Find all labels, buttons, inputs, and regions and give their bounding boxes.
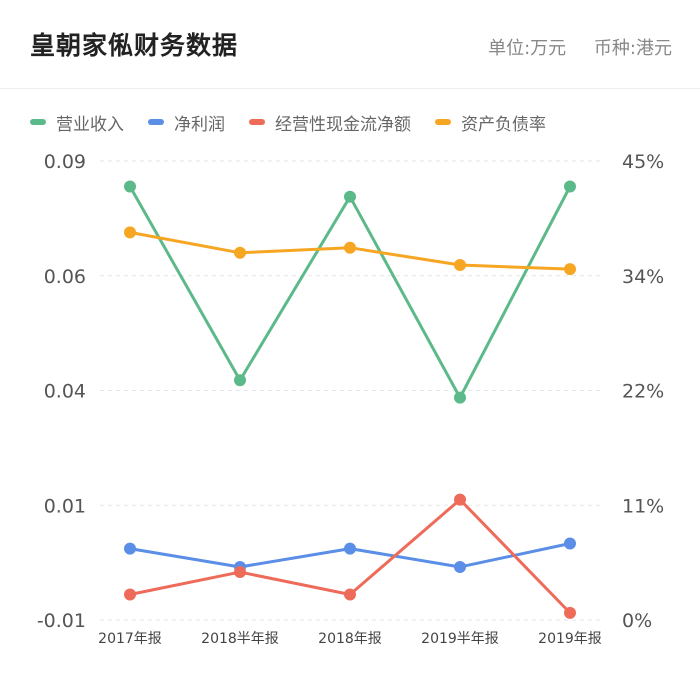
legend-label: 净利润 bbox=[174, 114, 225, 135]
data-point bbox=[454, 560, 466, 573]
x-tick-label: 2019年报 bbox=[538, 631, 602, 647]
page-title: 皇朝家俬财务数据 bbox=[30, 31, 239, 60]
data-point bbox=[124, 226, 136, 239]
data-point bbox=[124, 542, 136, 555]
legend-label: 资产负债率 bbox=[461, 114, 546, 135]
legend-swatch bbox=[249, 119, 265, 125]
y-right-tick-label: 22% bbox=[622, 381, 664, 403]
legend-swatch bbox=[435, 119, 451, 125]
currency-label: 币种:港元 bbox=[593, 38, 672, 59]
unit-label: 单位:万元 bbox=[488, 38, 567, 59]
legend-swatch bbox=[30, 119, 46, 125]
y-right-tick-label: 34% bbox=[622, 266, 664, 288]
y-left-tick-label: -0.01 bbox=[37, 610, 86, 632]
data-point bbox=[564, 606, 576, 619]
legend-item[interactable]: 净利润 bbox=[148, 110, 225, 135]
y-right-tick-label: 0% bbox=[622, 610, 652, 632]
x-tick-label: 2018年报 bbox=[318, 631, 382, 647]
header: 皇朝家俬财务数据 单位:万元 币种:港元 bbox=[0, 0, 700, 89]
data-point bbox=[234, 374, 246, 387]
legend-item[interactable]: 经营性现金流净额 bbox=[249, 110, 411, 135]
data-point bbox=[344, 542, 356, 555]
x-tick-label: 2019半年报 bbox=[421, 631, 499, 647]
data-point bbox=[344, 190, 356, 203]
data-point bbox=[234, 246, 246, 259]
data-point bbox=[454, 493, 466, 506]
data-point bbox=[564, 180, 576, 193]
data-point bbox=[124, 180, 136, 193]
legend-item[interactable]: 资产负债率 bbox=[435, 110, 546, 135]
legend-swatch bbox=[148, 119, 164, 125]
legend-label: 营业收入 bbox=[56, 114, 124, 135]
data-point bbox=[564, 537, 576, 550]
data-point bbox=[234, 566, 246, 579]
series-line bbox=[128, 185, 572, 400]
y-left-tick-label: 0.04 bbox=[44, 381, 86, 403]
data-point bbox=[344, 241, 356, 254]
chart-legend: 营业收入 净利润 经营性现金流净额 资产负债率 bbox=[30, 110, 570, 135]
data-point bbox=[344, 588, 356, 601]
data-point bbox=[454, 259, 466, 272]
legend-item[interactable]: 营业收入 bbox=[30, 110, 124, 135]
data-point bbox=[454, 391, 466, 404]
data-point bbox=[564, 263, 576, 276]
x-tick-label: 2017年报 bbox=[98, 631, 162, 647]
legend-label: 经营性现金流净额 bbox=[275, 114, 411, 135]
y-left-tick-label: 0.06 bbox=[44, 266, 86, 288]
data-point bbox=[124, 588, 136, 601]
y-right-tick-label: 45% bbox=[622, 151, 664, 173]
y-left-tick-label: 0.09 bbox=[44, 151, 86, 173]
header-meta: 单位:万元 币种:港元 bbox=[466, 34, 672, 60]
y-right-tick-label: 11% bbox=[622, 495, 664, 517]
y-left-tick-label: 0.01 bbox=[44, 495, 86, 517]
x-tick-label: 2018半年报 bbox=[201, 631, 279, 647]
